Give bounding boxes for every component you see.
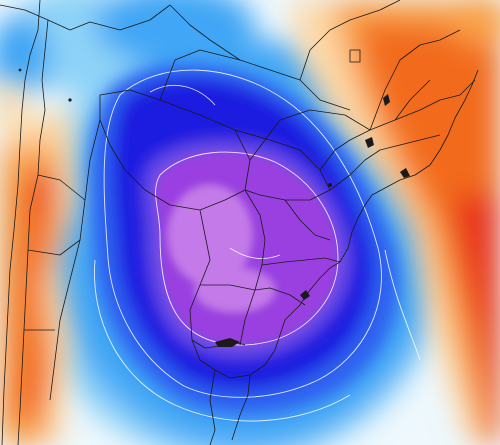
anomaly-contours bbox=[94, 69, 421, 422]
borders bbox=[0, 0, 479, 445]
lagoon-inlets bbox=[18, 68, 410, 347]
coastline-west bbox=[1, 0, 41, 445]
border-andes bbox=[17, 19, 49, 445]
coastline-east bbox=[339, 69, 479, 263]
